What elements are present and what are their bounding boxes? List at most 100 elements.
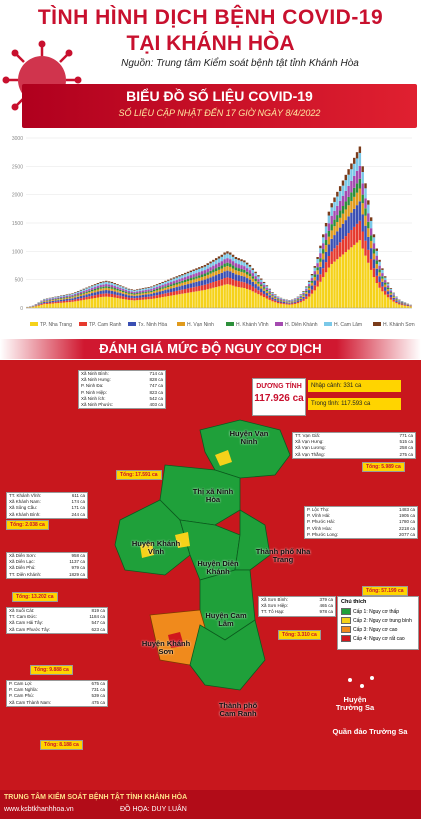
- chart-bar-segment: [324, 233, 328, 240]
- chart-bar-segment: [172, 278, 176, 282]
- map-region-cam-ranh: [189, 619, 266, 691]
- chart-bar-segment: [60, 296, 63, 298]
- chart-bar-segment: [206, 268, 209, 273]
- district-row: Xã Sơn Bình: 379 ca: [259, 597, 335, 603]
- chart-bar-segment: [209, 282, 212, 289]
- district-row-value: 1905 ca: [398, 513, 415, 519]
- chart-bar-segment: [285, 301, 288, 302]
- chart-bar-segment: [220, 254, 224, 257]
- chart-bar-segment: [338, 191, 342, 201]
- chart-bar-segment: [192, 287, 195, 292]
- chart-bar-segment: [113, 288, 116, 290]
- chart-bar-segment: [189, 272, 193, 276]
- chart-legend-label: TP. Nha Trang: [40, 322, 72, 328]
- chart-bar-segment: [105, 287, 108, 291]
- chart-bar-segment: [116, 292, 119, 296]
- chart-legend-swatch: [30, 322, 38, 326]
- chart-bar-segment: [181, 280, 184, 283]
- chart-bar-segment: [189, 278, 193, 281]
- chart-bar-segment: [45, 301, 49, 303]
- region-label-nha-trang: Thành phố Nha Trang: [255, 547, 311, 564]
- chart-bar-segment: [152, 295, 156, 299]
- district-row-value: 978 ca: [319, 609, 333, 615]
- district-row: P. Ninh Hiệp: 823 ca: [79, 390, 165, 396]
- chart-bar-segment: [330, 203, 333, 208]
- chart-bar-segment: [198, 268, 201, 273]
- chart-bar-segment: [127, 288, 131, 290]
- footer-site[interactable]: www.ksbtkhanhhoa.vn: [4, 806, 74, 813]
- chart-bar-segment: [96, 294, 100, 298]
- legend-label: Cấp 1: Nguy cơ thấp: [353, 608, 400, 615]
- chart-bar-segment: [209, 273, 212, 278]
- chart-bar-segment: [96, 297, 100, 308]
- chart-bar-segment: [355, 205, 359, 224]
- chart-bar-segment: [353, 187, 356, 197]
- chart-bar-segment: [358, 152, 362, 166]
- district-total-dien-khanh: Tổng: 13.202 ca: [12, 592, 58, 602]
- district-row-value: 475 ca: [91, 699, 105, 705]
- district-row-name: P. Cam Nghĩa:: [9, 687, 38, 693]
- chart-bar-segment: [37, 304, 40, 306]
- chart-bar-segment: [141, 297, 145, 300]
- chart-bar-segment: [68, 294, 71, 296]
- chart-bar-segment: [307, 290, 311, 294]
- chart-bar-segment: [307, 293, 311, 297]
- chart-bar-segment: [220, 268, 224, 273]
- chart-bar-segment: [336, 231, 339, 246]
- chart-bar-segment: [195, 281, 198, 287]
- district-row-name: Xã Cam Phước Tây:: [9, 626, 51, 632]
- district-row-name: Xã Sơn Bình:: [261, 597, 288, 602]
- chart-bar-segment: [229, 254, 232, 260]
- chart-bar-segment: [133, 292, 136, 294]
- chart-bar-segment: [119, 293, 122, 296]
- chart-bar-segment: [333, 201, 336, 211]
- region-label-truong-sa: Huyện Trường Sa: [335, 695, 375, 712]
- chart-bar-segment: [310, 285, 314, 290]
- chart-bar-segment: [353, 244, 356, 308]
- chart-bar-segment: [186, 288, 190, 293]
- chart-bar-segment: [200, 271, 204, 275]
- district-row-name: Xã Ninh Bình:: [81, 371, 109, 376]
- chart-bar-segment: [262, 282, 266, 286]
- chart-bar-segment: [192, 277, 195, 280]
- chart-bar-segment: [203, 279, 207, 285]
- chart-bar-segment: [138, 288, 142, 290]
- chart-bar-segment: [319, 258, 322, 262]
- chart-bar-segment: [93, 285, 97, 288]
- chart-bar-segment: [198, 285, 201, 291]
- district-row: P. Cam Lợi: 675 ca: [7, 681, 107, 687]
- chart-bar-segment: [65, 299, 69, 301]
- chart-bar-segment: [147, 289, 150, 292]
- chart-bar-segment: [389, 292, 393, 294]
- chart-bar-segment: [121, 298, 125, 308]
- chart-bar-segment: [389, 294, 393, 298]
- chart-bar-segment: [285, 300, 288, 302]
- district-row: P. Vĩnh Hải: 1905 ca: [305, 513, 417, 519]
- chart-bar-segment: [181, 293, 184, 308]
- district-total-khanh-son: Tổng: 3.310 ca: [278, 630, 321, 640]
- chart-bar-segment: [192, 271, 195, 275]
- chart-bar-segment: [240, 281, 243, 288]
- district-row: TT. Vạn Giã: 771 ca: [293, 433, 415, 439]
- district-total-cam-ranh: Tổng: 8.188 ca: [40, 740, 83, 750]
- chart-bar-segment: [336, 259, 339, 308]
- region-label-van-ninh: Huyện Vạn Ninh: [229, 429, 269, 446]
- chart-bar-segment: [223, 252, 226, 255]
- chart-bar-segment: [96, 286, 100, 289]
- chart-bar-segment: [189, 280, 193, 284]
- chart-bar-segment: [175, 277, 178, 281]
- legend-item: Cấp 4: Nguy cơ rất cao: [338, 634, 418, 643]
- chart-bar-segment: [189, 287, 193, 293]
- chart-bar-segment: [336, 196, 339, 206]
- chart-bar-segment: [138, 292, 142, 294]
- chart-bar-segment: [341, 206, 345, 214]
- chart-bar-segment: [316, 263, 319, 268]
- chart-bar-segment: [265, 293, 269, 296]
- chart-bar-segment: [231, 256, 235, 262]
- district-row: Xã Ninh Bình: 714 ca: [79, 371, 165, 377]
- chart-bar-segment: [355, 170, 359, 184]
- chart-bar-segment: [372, 249, 376, 254]
- chart-bar-segment: [291, 304, 294, 308]
- chart-bar-segment: [34, 306, 38, 308]
- chart-bar-segment: [136, 291, 139, 294]
